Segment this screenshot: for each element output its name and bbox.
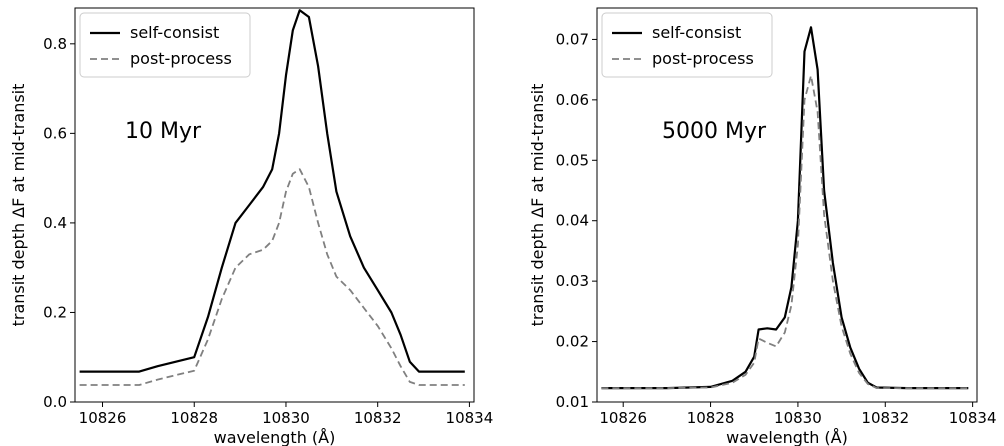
y-tick-label: 0.05	[556, 151, 589, 169]
x-tick-label: 10826	[599, 409, 647, 427]
legend-label: self-consist	[130, 23, 219, 42]
axes-frame	[74, 7, 475, 403]
x-tick-label: 10830	[262, 409, 310, 427]
x-tick-label: 10834	[949, 409, 997, 427]
y-tick-label: 0.07	[556, 30, 589, 48]
legend-label: self-consist	[652, 23, 741, 42]
y-tick-label: 0.06	[556, 91, 589, 109]
series-line-post-process	[601, 74, 969, 390]
panel-10-myr: 10826 10828 10830 10832 10834 0.0 0.2 0.4 0.6 0.8…	[9, 7, 494, 446]
x-tick-label: 10826	[79, 409, 127, 427]
series-line-post-process	[79, 168, 465, 386]
panel-annotation: 10 Myr	[125, 119, 202, 144]
y-tick-label: 0.02	[556, 333, 589, 351]
x-tick-label: 10828	[687, 409, 735, 427]
x-tick-label: 10834	[446, 409, 494, 427]
y-tick-label: 0.0	[43, 393, 67, 411]
series-line-self-consist	[601, 26, 969, 390]
x-axis-label: wavelength (Å)	[214, 428, 336, 446]
legend-label: post-process	[652, 49, 754, 68]
y-tick-label: 0.4	[43, 214, 67, 232]
x-axis-label: wavelength (Å)	[726, 428, 848, 446]
y-axis-label: transit depth ΔF at mid-transit	[9, 84, 28, 327]
legend-box	[601, 12, 773, 78]
y-axis-label: transit depth ΔF at mid-transit	[528, 84, 547, 327]
x-tick-label: 10828	[170, 409, 218, 427]
x-tick-label: 10832	[861, 409, 909, 427]
y-tick-label: 0.01	[556, 393, 589, 411]
y-tick-label: 0.2	[43, 303, 67, 321]
legend-label: post-process	[130, 49, 232, 68]
panel-5000-myr: 10826 10828 10830 10832 10834 0.01 0.02 0.03 0.0…	[528, 7, 997, 446]
legend-box	[79, 12, 251, 78]
x-tick-label: 10830	[774, 409, 822, 427]
x-tick-label: 10832	[354, 409, 402, 427]
series-line-self-consist	[79, 9, 465, 373]
y-tick-label: 0.8	[43, 35, 67, 53]
y-tick-label: 0.03	[556, 272, 589, 290]
y-tick-label: 0.04	[556, 212, 589, 230]
panel-annotation: 5000 Myr	[662, 119, 767, 144]
y-tick-label: 0.6	[43, 124, 67, 142]
axes-frame	[596, 7, 978, 403]
